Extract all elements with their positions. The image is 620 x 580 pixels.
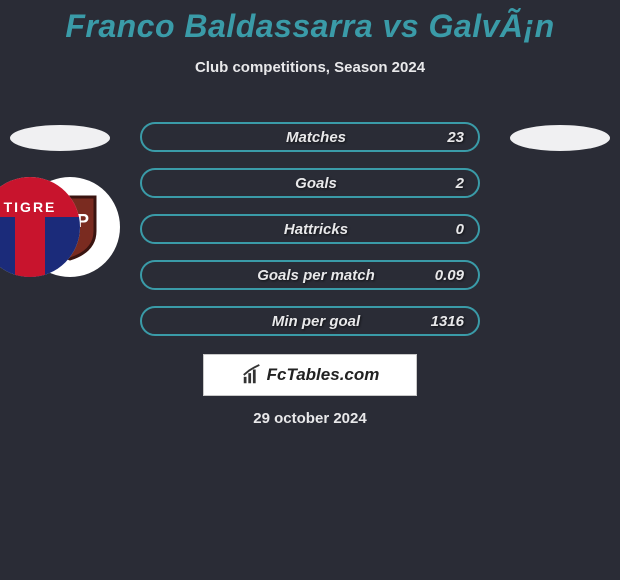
tigre-bottom-band (0, 217, 80, 277)
left-ellipse (10, 125, 110, 151)
stat-value: 23 (447, 129, 464, 146)
brand-box: FcTables.com (203, 354, 417, 396)
stat-value: 0 (456, 221, 464, 238)
stat-label: Hattricks (284, 221, 348, 238)
stat-label: Matches (286, 129, 346, 146)
tigre-center-stripe (15, 217, 45, 277)
right-ellipse (510, 125, 610, 151)
team-left-logo: CAP (20, 177, 120, 277)
tigre-label: TIGRE (4, 199, 57, 215)
team-right-logo: TIGRE (0, 177, 80, 277)
page-title: Franco Baldassarra vs GalvÃ¡n (0, 0, 620, 45)
stat-label: Goals (295, 175, 337, 192)
stat-label: Goals per match (257, 267, 375, 284)
brand-text: FcTables.com (267, 365, 380, 385)
stats-panel: Matches 23 Goals 2 Hattricks 0 Goals per… (140, 122, 480, 352)
stat-row: Goals 2 (140, 168, 480, 198)
stat-row: Hattricks 0 (140, 214, 480, 244)
subtitle: Club competitions, Season 2024 (0, 59, 620, 76)
stat-row: Goals per match 0.09 (140, 260, 480, 290)
stat-value: 2 (456, 175, 464, 192)
stat-label: Min per goal (272, 313, 360, 330)
stat-value: 0.09 (435, 267, 464, 284)
footer-date: 29 october 2024 (0, 410, 620, 427)
stat-row: Matches 23 (140, 122, 480, 152)
stat-row: Min per goal 1316 (140, 306, 480, 336)
tigre-top-band: TIGRE (0, 177, 80, 217)
platense-shield-icon: CAP (41, 193, 99, 261)
chart-icon (241, 364, 263, 386)
stat-value: 1316 (431, 313, 464, 330)
platense-letters: CAP (51, 211, 89, 231)
